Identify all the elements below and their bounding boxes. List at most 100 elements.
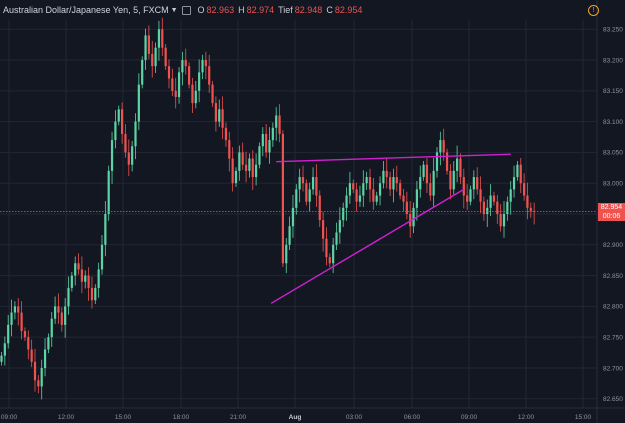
candle-body <box>258 146 261 165</box>
candle-body <box>60 312 63 325</box>
candle-body <box>261 133 264 147</box>
candle-body <box>489 195 492 208</box>
symbol-title[interactable]: Australian Dollar/Japanese Yen, 5, FXCM <box>3 5 169 15</box>
candle-body <box>248 158 251 171</box>
candle-body <box>70 275 73 288</box>
candle-body <box>84 275 87 282</box>
candle-body <box>144 35 147 61</box>
candle-body <box>301 177 305 184</box>
candle-body <box>64 306 67 325</box>
candle-body <box>50 318 53 338</box>
candle-body <box>171 78 174 91</box>
candle-body <box>10 312 13 325</box>
y-tick-label: 82.800 <box>603 304 623 311</box>
candle-body <box>422 164 425 178</box>
candle-body <box>362 183 365 196</box>
candle-body <box>161 29 164 48</box>
candle-body <box>472 177 475 190</box>
candle-body <box>459 158 462 178</box>
candle-body <box>134 121 137 147</box>
candle-body <box>17 306 20 313</box>
candle-body <box>449 170 452 190</box>
candle-body <box>241 152 244 165</box>
x-tick-label: 21:00 <box>230 414 247 421</box>
low-label: Tief <box>278 5 293 15</box>
candle-body <box>509 189 512 202</box>
candle-body <box>325 238 328 258</box>
exclamation-icon[interactable]: ! <box>588 5 599 16</box>
candle-body <box>285 244 288 264</box>
x-tick-label: 15:00 <box>575 414 592 421</box>
candle-body <box>375 195 378 202</box>
candle-body <box>469 189 472 202</box>
close-value: 82.954 <box>334 5 363 15</box>
candle-body <box>523 183 526 196</box>
candle-body <box>332 244 335 264</box>
candle-body <box>365 177 368 184</box>
candle-body <box>382 170 385 184</box>
candle-body <box>57 306 60 313</box>
candle-body <box>117 109 120 122</box>
candle-body <box>328 257 331 264</box>
candle-body <box>94 287 97 301</box>
high-value: 82.974 <box>246 5 275 15</box>
y-tick-label: 83.200 <box>603 57 623 64</box>
candle-body <box>151 53 154 67</box>
candle-body <box>214 103 217 122</box>
y-tick-label: 83.000 <box>603 181 623 188</box>
candle-body <box>492 195 496 202</box>
candle-body <box>87 275 90 288</box>
candle-body <box>278 115 281 134</box>
candle-body <box>288 226 291 245</box>
candle-body <box>378 183 382 196</box>
candle-body <box>526 195 529 208</box>
candle-body <box>194 90 197 104</box>
candle-body <box>298 177 301 190</box>
y-tick-label: 82.650 <box>603 396 623 403</box>
candle-body <box>255 164 258 178</box>
candle-body <box>439 140 442 153</box>
candle-body <box>211 84 214 104</box>
candle-body <box>114 121 117 141</box>
candle-body <box>3 343 6 356</box>
candle-body <box>147 35 150 54</box>
close-label: C <box>326 5 333 15</box>
chart-legend: Australian Dollar/Japanese Yen, 5, FXCM … <box>3 3 362 17</box>
candle-body <box>271 127 274 141</box>
candle-body <box>486 207 489 214</box>
candle-body <box>476 177 479 190</box>
candle-body <box>97 269 100 288</box>
y-tick-label: 82.900 <box>603 242 623 249</box>
open-label: O <box>197 5 205 15</box>
candle-body <box>452 170 455 190</box>
bar-countdown-tag: 00:06 <box>598 211 625 221</box>
x-tick-label: 15:00 <box>115 414 132 421</box>
candle-body <box>188 66 191 85</box>
candle-body <box>251 158 254 178</box>
candle-body <box>198 72 201 91</box>
candle-body <box>191 84 194 104</box>
candle-body <box>23 331 27 338</box>
candle-body <box>167 66 171 79</box>
candle-body <box>30 349 33 362</box>
candle-body <box>512 177 516 190</box>
candle-body <box>442 140 445 153</box>
candle-body <box>141 60 144 85</box>
chevron-down-icon[interactable]: ▼ <box>170 6 178 14</box>
visibility-icon[interactable] <box>181 5 191 15</box>
y-tick-label: 82.850 <box>603 273 623 280</box>
candle-body <box>184 60 187 67</box>
candle-body <box>281 133 284 264</box>
candle-body <box>462 177 465 196</box>
candle-body <box>67 287 70 307</box>
candle-body <box>238 152 241 171</box>
candle-body <box>338 220 341 233</box>
candle-body <box>405 201 408 214</box>
candle-body <box>519 164 522 184</box>
candle-body <box>218 109 221 122</box>
candle-body <box>425 164 429 184</box>
candle-body <box>177 72 181 97</box>
candle-body <box>352 183 355 190</box>
candle-body <box>37 380 40 387</box>
